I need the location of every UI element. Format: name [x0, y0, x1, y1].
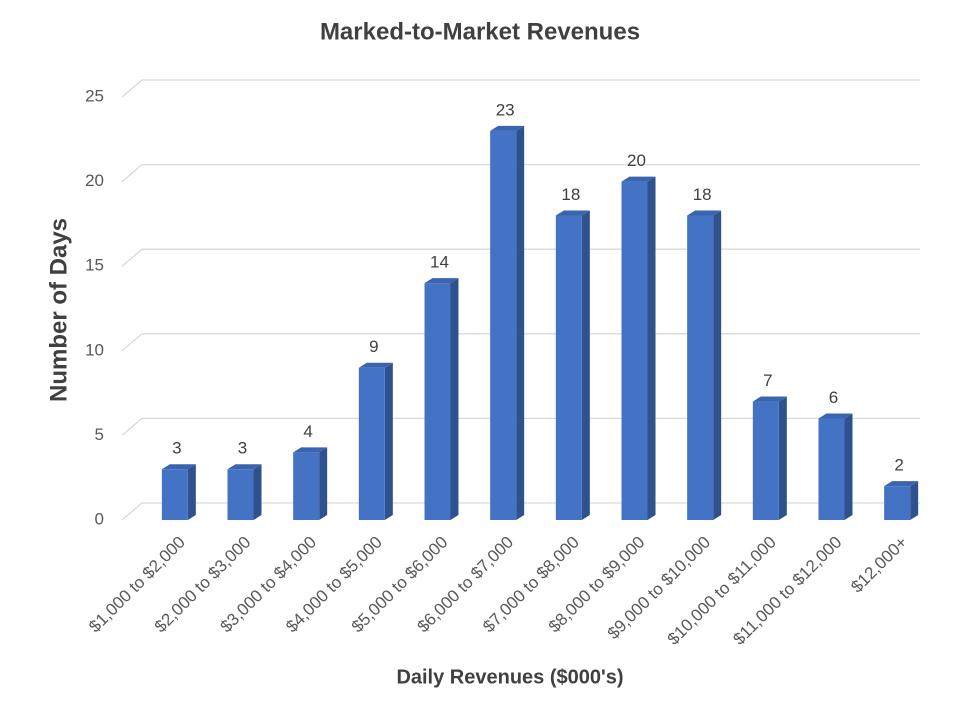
bar [752, 396, 787, 520]
y-tick-label: 5 [95, 425, 104, 444]
value-label: 14 [430, 253, 449, 272]
bar [227, 464, 262, 520]
bar-top [424, 278, 459, 284]
y-axis-label: Number of Days [45, 218, 72, 402]
value-label: 18 [561, 185, 580, 204]
chart-title: Marked-to-Market Revenues [320, 18, 640, 45]
bar-front [621, 181, 648, 520]
bar-side [778, 396, 787, 520]
bar [555, 210, 590, 520]
bar-top [555, 210, 590, 216]
bar-front [161, 469, 188, 520]
bar [884, 481, 919, 520]
bar-top [358, 362, 393, 368]
value-label: 4 [303, 422, 312, 441]
y-tick-label: 0 [95, 509, 104, 528]
y-tick-label: 20 [85, 171, 104, 190]
bar-front [752, 401, 779, 520]
x-axis-label: Daily Revenues ($000's) [396, 666, 623, 688]
bar-top [687, 210, 722, 216]
value-label: 3 [238, 439, 247, 458]
bar-front [818, 418, 845, 520]
value-label: 23 [496, 100, 515, 119]
x-tick-label: $12,000+ [847, 533, 911, 597]
bar-side [516, 125, 525, 520]
bar-front [293, 452, 320, 520]
bar-front [490, 130, 517, 520]
grid-line [121, 248, 920, 267]
bar [818, 413, 853, 520]
value-label: 9 [369, 337, 378, 356]
bar-top [752, 396, 787, 402]
value-label: 2 [894, 456, 903, 475]
bar-side [319, 447, 328, 520]
bar-side [713, 210, 722, 520]
y-tick-label: 10 [85, 340, 104, 359]
bar-side [844, 413, 853, 520]
value-label: 18 [693, 185, 712, 204]
value-label: 6 [829, 388, 838, 407]
bar-top [293, 447, 328, 453]
bar [358, 362, 393, 520]
bar-side [253, 464, 262, 520]
bar-front [227, 469, 254, 520]
y-tick-label: 25 [85, 86, 104, 105]
bar-side [910, 481, 919, 520]
bar-front [358, 367, 385, 520]
grid-line [121, 417, 920, 436]
bar-side [384, 362, 393, 520]
bar [293, 447, 328, 520]
bar-front [424, 283, 451, 520]
bar-top [227, 464, 262, 470]
value-label: 3 [172, 439, 181, 458]
bar-top [818, 413, 853, 419]
bar-front [687, 215, 714, 520]
x-tick-label: $10,000 to $11,000 [664, 533, 780, 649]
value-label: 7 [763, 371, 772, 390]
grid-line [121, 502, 920, 521]
bar [424, 278, 459, 520]
y-tick-label: 15 [85, 256, 104, 275]
bar-side [647, 176, 656, 520]
value-label: 20 [627, 151, 646, 170]
bar [621, 176, 656, 520]
bar [490, 125, 525, 520]
x-tick-label: $11,000 to $12,000 [729, 533, 845, 649]
bar-top [490, 125, 525, 131]
grid-line [121, 79, 920, 98]
bar [161, 464, 196, 520]
bar-top [884, 481, 919, 487]
bar-side [581, 210, 590, 520]
bar [687, 210, 722, 520]
bar-top [161, 464, 196, 470]
bar-front [555, 215, 582, 520]
bar-front [884, 486, 911, 520]
bar-side [450, 278, 459, 520]
grid-line [121, 163, 920, 183]
bar-top [621, 176, 656, 182]
bar-side [187, 464, 196, 520]
grid-line [121, 333, 920, 352]
